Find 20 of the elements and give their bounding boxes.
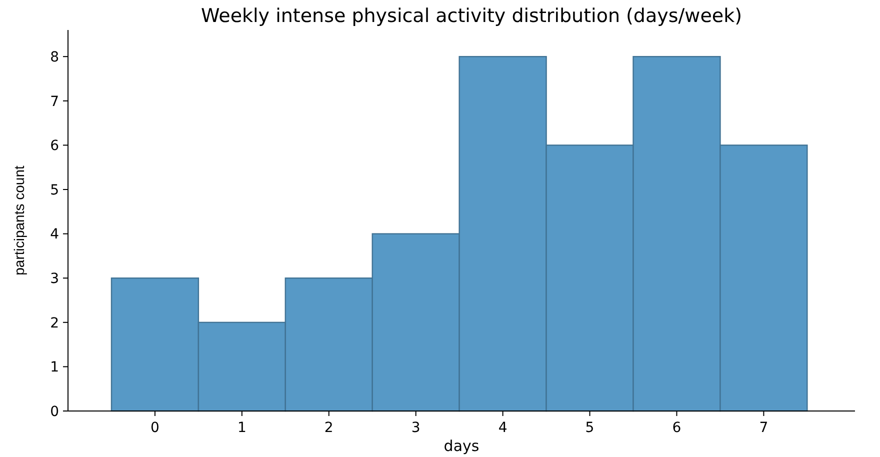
- x-tick-label: 7: [759, 420, 768, 436]
- y-tick-label: 6: [50, 138, 60, 154]
- x-tick-label: 3: [411, 420, 420, 436]
- y-tick-label: 4: [50, 226, 60, 243]
- y-tick-label: 8: [50, 49, 59, 66]
- x-tick-label: 0: [150, 420, 160, 436]
- y-tick-label: 0: [50, 404, 59, 420]
- y-axis-title: participants count: [11, 166, 27, 276]
- y-tick-label: 2: [50, 315, 59, 332]
- y-tick-label: 3: [50, 270, 59, 287]
- x-tick-label: 1: [237, 420, 246, 436]
- y-tick-label: 7: [50, 94, 59, 110]
- y-tick-label: 5: [50, 182, 59, 198]
- x-tick-label: 6: [672, 420, 682, 436]
- x-tick-label: 4: [498, 420, 508, 436]
- y-tick-label: 1: [50, 360, 59, 376]
- chart-title: Weekly intense physical activity distribution (days/week): [200, 5, 742, 27]
- x-tick-label: 5: [585, 420, 594, 436]
- x-axis-title: days: [444, 437, 480, 455]
- x-tick-label: 2: [324, 420, 334, 436]
